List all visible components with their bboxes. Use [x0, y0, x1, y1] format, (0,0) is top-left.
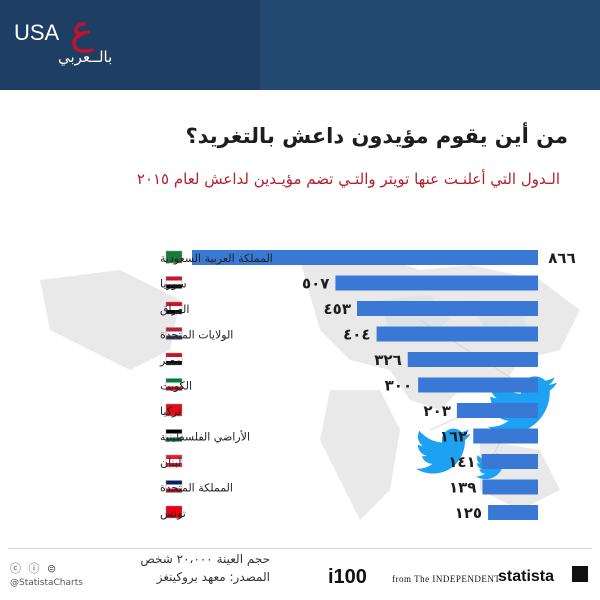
flag-icon-turkey [165, 403, 183, 417]
logo-ain-glyph: ع [70, 7, 94, 53]
bar-end-label-palestine: ١٦٢ [440, 428, 467, 446]
flag-icon-syria [165, 276, 183, 289]
footer-divider [8, 548, 592, 549]
bar-end-label-lebanon: ١٤١ [448, 453, 475, 471]
flag-icon-kuwait [165, 378, 183, 391]
bar-end-label-turkey: ٢٠٣ [423, 402, 450, 420]
footer-sample-note: حجم العينة ٢٠،٠٠٠ شخص [140, 552, 270, 566]
flag-icon-lebanon [165, 454, 183, 468]
bar-end-label-syria: ٥٠٧ [302, 275, 329, 293]
category-label-united-kingdom: المملكة المتحدة [160, 482, 233, 495]
brand-logo: USA ع بالــعربي [14, 10, 124, 74]
bar-turkey [456, 403, 538, 418]
bar-saudi-arabia [192, 250, 538, 265]
flag-icon-palestine [165, 429, 183, 442]
flag-icon-united-kingdom [165, 480, 183, 493]
category-label-united-states: الولايات المتحدة [160, 329, 233, 342]
creative-commons-icon: ⓒ ⓘ ⊜ [10, 562, 59, 575]
bar-kuwait [418, 377, 538, 393]
category-label-lebanon: لبنان [160, 456, 181, 469]
value-label-saudi-arabia: ٨٦٦ [548, 249, 575, 267]
bar-end-label-united-states: ٤٠٤ [343, 326, 370, 344]
category-label-kuwait: الكويت [160, 380, 192, 393]
bar-end-label-tunisia: ١٢٥ [455, 504, 482, 522]
flag-icon-iraq [165, 301, 183, 315]
statista-logo: statista [498, 568, 555, 585]
statista-handle: @StatistaCharts [10, 578, 83, 588]
logo-usa-text: USA [14, 20, 60, 45]
bar-palestine [473, 428, 538, 444]
category-label-palestine: الأراضي الفلسطينية [160, 430, 250, 444]
flag-icon-egypt [165, 352, 183, 366]
logo-arabic-text: بالــعربي [58, 48, 113, 66]
i100-logo: i100 [328, 566, 367, 588]
bar-end-label-kuwait: ٣٠٠ [385, 377, 412, 395]
bar-syria [335, 275, 538, 291]
bar-united-kingdom [482, 479, 538, 495]
bar-end-label-egypt: ٣٢٦ [374, 351, 401, 369]
category-label-egypt: مصر [159, 354, 182, 367]
flag-icon-tunisia [165, 505, 183, 519]
chart-subtitle: الـدول التي أعلنـت عنها تويتر والتـي تضم… [136, 170, 560, 188]
bar-iraq [357, 301, 538, 316]
bar-egypt [407, 352, 538, 367]
chart-title: من أين يقوم مؤيدون داعش بالتغريد؟ [185, 124, 568, 148]
bar-united-states [376, 326, 538, 342]
header-band-shade [260, 0, 600, 90]
header-band: USA ع بالــعربي [0, 0, 600, 90]
category-label-saudi-arabia: المملكة العربية السعودية [160, 252, 273, 265]
footer-source: المصدر: معهد بروكينغز [156, 570, 270, 584]
statista-mark-icon [572, 566, 588, 582]
flag-icon-saudi-arabia [165, 250, 183, 264]
flag-icon-united-states [165, 327, 183, 340]
category-label-iraq: العراق [160, 303, 189, 316]
bar-end-label-united-kingdom: ١٣٩ [449, 479, 476, 497]
independent-logo: from The INDEPENDENT [392, 574, 501, 584]
bar-tunisia [488, 505, 538, 520]
bar-lebanon [481, 454, 538, 469]
category-label-turkey: تركيا [160, 405, 181, 418]
bar-end-label-iraq: ٤٥٣ [324, 300, 351, 318]
category-label-tunisia: تونس [160, 507, 186, 520]
category-label-syria: سوريا [160, 278, 187, 291]
